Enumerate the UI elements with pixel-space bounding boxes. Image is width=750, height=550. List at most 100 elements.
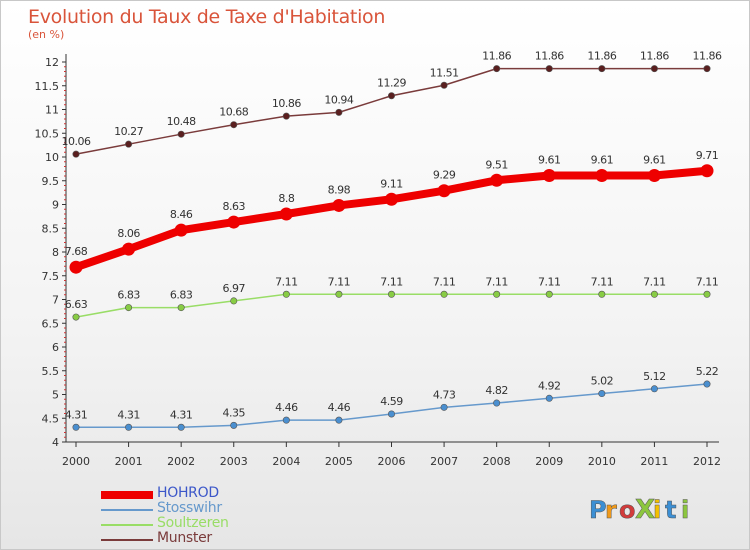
data-label: 4.92 [538,379,561,392]
data-point [542,169,556,183]
y-tick-label: 11.5 [35,80,60,93]
y-tick-label: 8 [52,246,59,259]
data-label: 7.68 [65,245,88,258]
series-stosswihr [72,380,711,431]
data-label: 4.31 [65,408,88,421]
data-label: 5.12 [643,370,666,383]
y-tick-label: 9 [52,199,59,212]
x-tick-label: 2012 [693,455,721,468]
data-label: 8.98 [328,183,351,196]
data-point [72,423,80,431]
y-tick-label: 5.5 [42,365,60,378]
data-point [230,121,238,129]
data-label: 8.06 [117,227,140,240]
data-label: 6.97 [223,282,246,295]
data-point [703,290,711,298]
data-label: 9.11 [380,177,403,190]
y-tick-label: 7.5 [42,270,60,283]
y-tick-label: 4.5 [42,412,60,425]
y-tick-label: 6.5 [42,317,60,330]
logo-letter: i [653,496,661,524]
logo-letter: t [665,496,676,524]
data-point [650,65,658,73]
legend-swatch [101,491,153,499]
y-tick-label: 10.5 [35,127,60,140]
data-label: 8.8 [278,192,294,205]
logo-letter: r [605,496,617,524]
data-label: 7.11 [328,275,351,288]
data-point [72,313,80,321]
data-point [332,198,346,212]
data-label: 11.86 [482,50,511,63]
data-label: 10.27 [114,125,143,138]
axes: 4 4.5 5 5.5 6 6.5 7 7.5 8 8.5 9 9.5 10 10.5 11 11.5 12 20… [35,54,721,468]
y-tick-label: 7 [52,294,59,307]
data-label: 9.71 [696,149,719,162]
data-point [227,215,241,229]
data-point [700,164,714,178]
data-label: 9.29 [433,169,456,182]
data-point [650,385,658,393]
data-point [595,169,609,183]
x-tick-label: 2005 [325,455,353,468]
chart-title: Evolution du Taux de Taxe d'Habitation [28,6,386,28]
data-point [282,290,290,298]
data-point [125,423,133,431]
data-label: 9.61 [643,154,666,167]
data-label: 11.51 [430,66,459,79]
y-tick-label: 10 [45,151,59,164]
data-label: 4.59 [380,395,403,408]
data-point [440,403,448,411]
data-label: 7.11 [696,275,719,288]
data-label: 4.46 [328,401,351,414]
data-point [125,140,133,148]
data-label: 4.82 [485,384,508,397]
data-label: 4.35 [223,406,246,419]
y-tick-label: 12 [45,56,59,69]
data-point [703,65,711,73]
y-tick-label: 4 [52,436,59,449]
legend-label: HOHROD [157,485,219,501]
data-point [440,290,448,298]
data-label: 7.11 [538,275,561,288]
series-layer [69,65,714,431]
x-tick-label: 2000 [62,455,90,468]
data-point [598,390,606,398]
x-tick-label: 2002 [167,455,195,468]
data-label: 6.83 [170,289,193,302]
data-label: 9.51 [485,158,508,171]
data-point [647,169,661,183]
data-point [545,394,553,402]
data-labels: 4.31 4.31 4.31 4.35 4.46 4.46 4.59 4.73 4.82 4.92… [62,50,723,422]
data-label: 7.11 [485,275,508,288]
x-tick-label: 2006 [378,455,406,468]
data-label: 10.06 [62,135,91,148]
logo-letter: i [681,496,689,524]
y-tick-label: 6 [52,341,59,354]
data-point [493,399,501,407]
data-point [177,423,185,431]
legend-swatch [101,539,153,541]
data-label: 7.11 [643,275,666,288]
data-label: 6.83 [117,289,140,302]
data-point [230,297,238,305]
data-label: 10.68 [219,106,248,119]
data-point [72,150,80,158]
x-tick-label: 2001 [115,455,143,468]
data-label: 8.46 [170,208,193,221]
data-point [387,290,395,298]
logo-letter: o [619,496,636,524]
data-label: 11.86 [693,50,722,63]
data-point [650,290,658,298]
data-point [545,65,553,73]
data-label: 7.11 [591,275,614,288]
x-tick-label: 2011 [640,455,668,468]
data-point [387,410,395,418]
series-munster [72,65,711,158]
data-point [122,242,136,256]
chart-subtitle: (en %) [28,28,65,41]
data-point [385,192,398,206]
data-point [545,290,553,298]
